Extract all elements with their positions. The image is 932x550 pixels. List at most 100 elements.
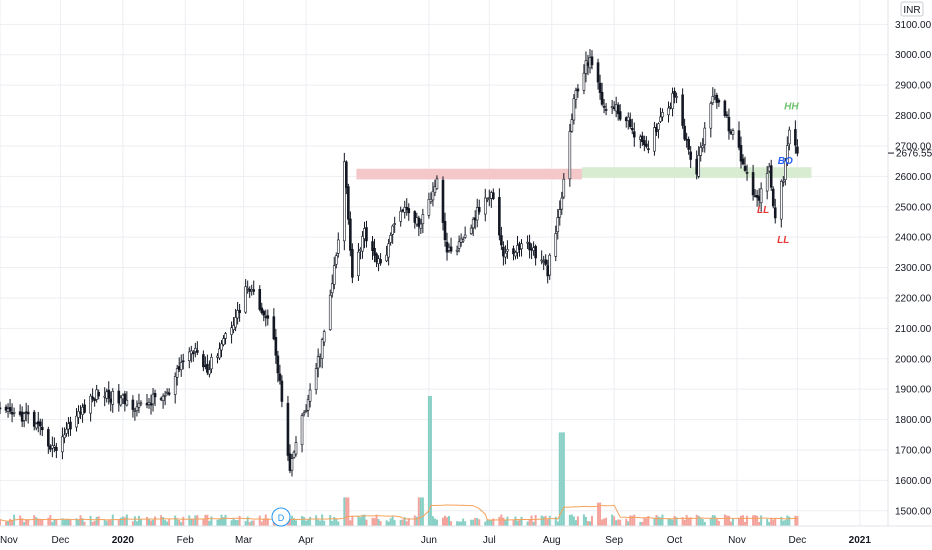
- volume-bar: [737, 517, 740, 526]
- volume-bar: [492, 518, 495, 526]
- candle-body: [570, 119, 574, 132]
- candle-body: [224, 333, 227, 339]
- candle-body: [441, 179, 445, 223]
- candle-body: [483, 197, 487, 215]
- volume-bar: [135, 521, 138, 526]
- volume-bar: [79, 515, 82, 526]
- candle-body: [540, 259, 543, 262]
- volume-bar: [55, 519, 58, 526]
- x-tick-label: Jun: [421, 535, 437, 546]
- volume-bar: [288, 519, 291, 526]
- candle-body: [208, 369, 211, 375]
- candle-body: [107, 389, 111, 399]
- time-axis[interactable]: Nov Dec 2020 Feb Mar Apr Jun Jul Aug Sep Oct Nov Dec…: [0, 535, 871, 546]
- candle-body: [196, 350, 199, 353]
- volume-bar: [548, 515, 551, 526]
- volume-bar: [568, 514, 571, 526]
- candle-body: [765, 173, 769, 192]
- candle-body: [294, 442, 298, 455]
- candle-body: [681, 94, 684, 126]
- y-tick-label: 1700.00: [895, 445, 932, 456]
- price-axis[interactable]: 1500.00 1600.00 1700.00 1800.00 1900.00 2000.…: [895, 20, 932, 517]
- candle-body: [387, 243, 390, 258]
- volume-bar: [456, 521, 459, 526]
- candle-body: [562, 178, 566, 198]
- volume-bar: [359, 517, 362, 526]
- candle-body: [645, 143, 648, 147]
- volume-bar: [484, 521, 487, 526]
- volume-bar: [303, 516, 306, 526]
- volume-bars: [0, 396, 799, 526]
- candle-body: [632, 131, 636, 138]
- currency-badge[interactable]: INR: [900, 1, 924, 17]
- volume-bar: [740, 515, 743, 526]
- candle-body: [504, 252, 507, 258]
- candle-body: [572, 98, 576, 121]
- candle-body: [389, 235, 392, 243]
- candle-body: [626, 116, 630, 121]
- volume-bar: [586, 521, 589, 526]
- candle-body: [699, 147, 703, 156]
- volume-bar: [699, 518, 702, 526]
- candle-body: [431, 191, 435, 201]
- candle-body: [258, 289, 262, 310]
- candle-body: [308, 389, 312, 402]
- candle-body: [38, 421, 42, 427]
- annotation-bo: BO: [778, 156, 793, 167]
- volume-bar: [584, 517, 587, 526]
- candle-body: [330, 283, 334, 294]
- volume-bar: [260, 521, 263, 526]
- candle-body: [612, 107, 616, 110]
- volume-bar: [502, 517, 505, 526]
- annotation-ll: LL: [757, 205, 769, 216]
- y-tick-label: 1900.00: [895, 385, 932, 396]
- volume-bar: [717, 520, 720, 526]
- candle-body: [272, 316, 276, 340]
- candle-body: [93, 398, 96, 401]
- volume-bar: [415, 516, 418, 526]
- volume-bar: [441, 517, 444, 526]
- volume-bar: [478, 519, 481, 526]
- candle-body: [236, 310, 239, 319]
- dividend-marker-label: D: [278, 513, 285, 523]
- candle-body: [598, 82, 602, 93]
- volume-bar: [145, 516, 148, 526]
- candle-body: [222, 338, 225, 345]
- volume-bar: [361, 514, 364, 526]
- x-tick-label: Feb: [177, 535, 195, 546]
- volume-bar: [534, 515, 537, 526]
- volume-bar: [107, 519, 110, 526]
- volume-bar: [599, 502, 602, 526]
- volume-bar: [111, 514, 114, 526]
- volume-bar: [615, 520, 618, 526]
- candle-body: [413, 211, 417, 223]
- dividend-marker[interactable]: D: [271, 507, 291, 527]
- candle-body: [6, 408, 10, 412]
- candle-body: [639, 136, 642, 140]
- candle-body: [568, 131, 572, 180]
- volume-bar: [516, 520, 519, 526]
- candle-body: [292, 451, 296, 458]
- candle-body: [433, 186, 437, 193]
- x-tick-label: Sep: [605, 535, 623, 546]
- x-tick-label: 2021: [849, 535, 872, 546]
- candle-body: [365, 227, 368, 242]
- volume-bar: [307, 519, 310, 526]
- volume-bar: [95, 516, 98, 526]
- candle-body: [109, 398, 113, 403]
- volume-bar: [530, 515, 533, 526]
- candle-body: [759, 188, 763, 204]
- volume-bar: [703, 521, 706, 526]
- volume-bar: [162, 517, 165, 526]
- candle-body: [659, 116, 662, 122]
- volume-bar: [788, 516, 791, 526]
- candle-body: [232, 325, 235, 330]
- candle-body: [443, 220, 447, 241]
- volume-bar: [752, 515, 755, 526]
- volume-bar: [625, 518, 628, 526]
- volume-bar: [188, 515, 191, 526]
- volume-bar: [343, 497, 346, 526]
- volume-bar: [760, 515, 763, 526]
- grid-lines: [0, 0, 888, 526]
